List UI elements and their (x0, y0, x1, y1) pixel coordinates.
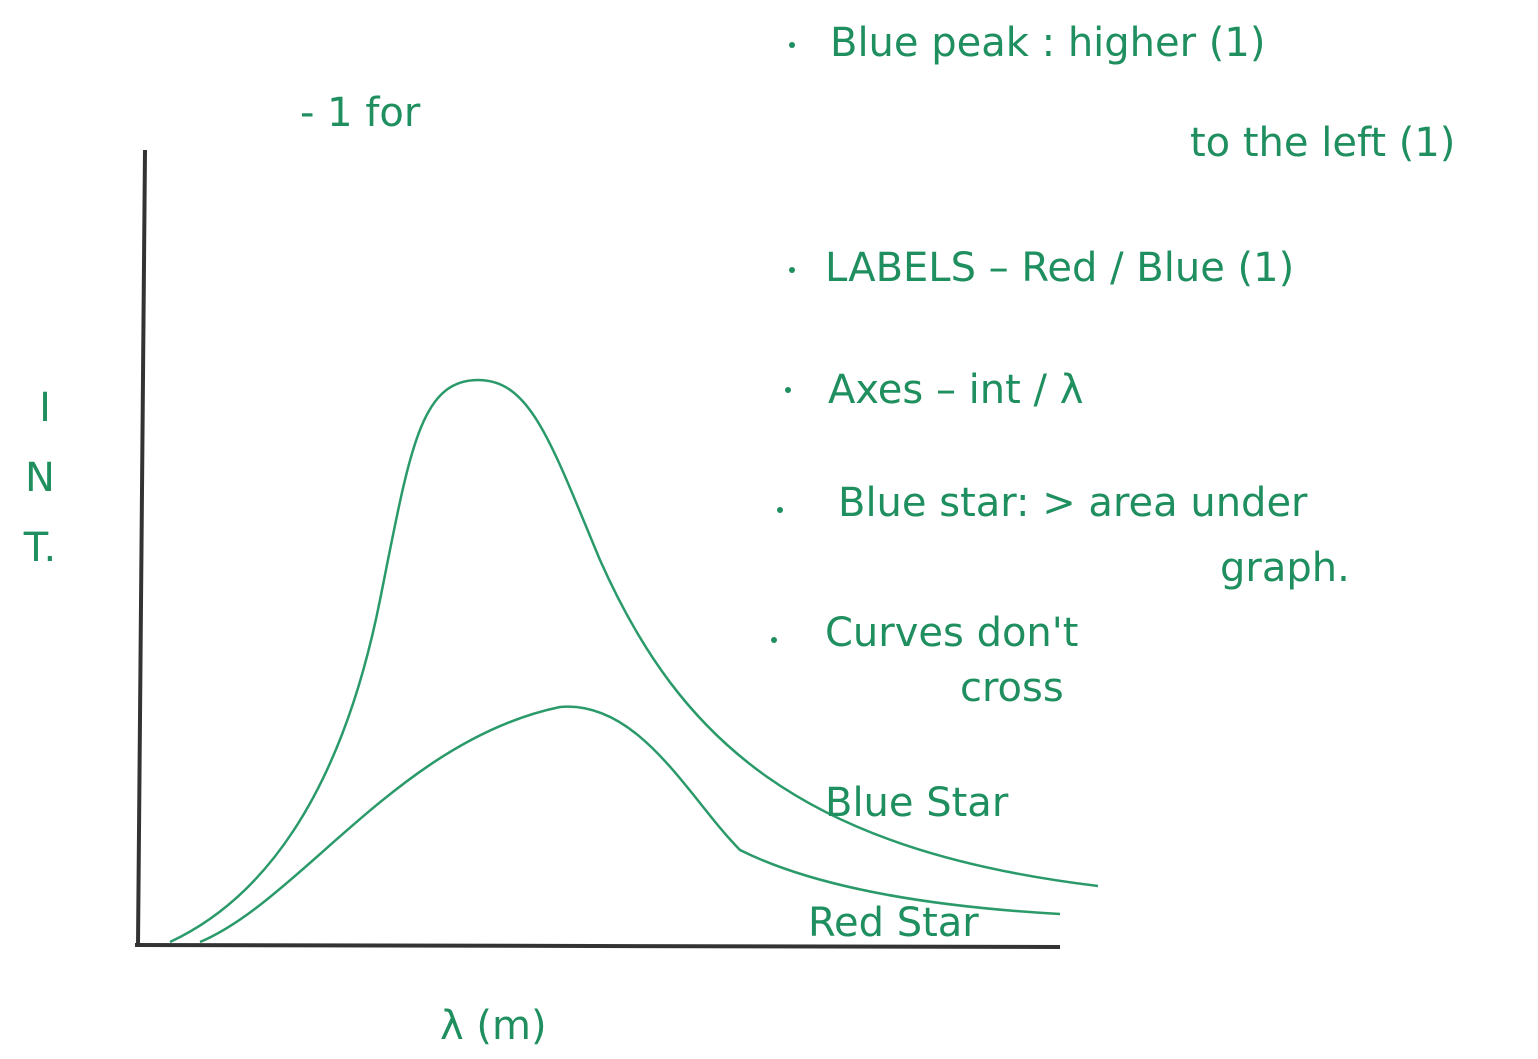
bullet (771, 637, 777, 643)
note-line: graph. (1220, 545, 1350, 591)
diagram: - 1 for I N T. λ (m) Blue Star Red Star … (0, 0, 1538, 1059)
header-note: - 1 for (300, 90, 421, 136)
note-line: Curves don't (825, 610, 1078, 656)
y-label: N (25, 455, 55, 501)
y-label: T. (23, 525, 56, 571)
note-line: to the left (1) (1190, 120, 1455, 166)
bullet (777, 507, 783, 513)
bullet (789, 267, 795, 273)
bullet (789, 42, 795, 48)
x-label: λ (m) (440, 1003, 547, 1049)
note-line: cross (960, 665, 1064, 711)
bullet (785, 387, 791, 393)
note-line: Axes – int / λ (828, 367, 1083, 413)
note-line: Blue peak : higher (1) (830, 20, 1265, 66)
note-line: LABELS – Red / Blue (1) (825, 245, 1294, 291)
curve-label: Blue Star (825, 780, 1009, 826)
y-label: I (39, 385, 51, 431)
note-line: Blue star: > area under (838, 480, 1308, 526)
curve-label: Red Star (808, 900, 979, 946)
